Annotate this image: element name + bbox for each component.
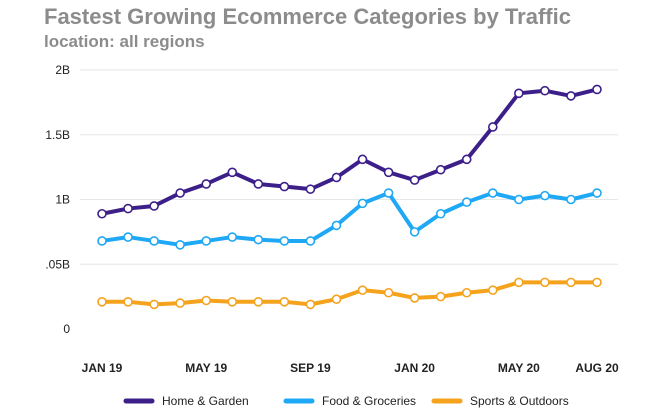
data-point (409, 293, 420, 303)
data-point (357, 198, 368, 209)
data-point (540, 190, 550, 201)
series-sports-outdoors (97, 277, 602, 310)
data-point (201, 179, 212, 189)
series-layer (97, 84, 602, 310)
legend-label: Sports & Outdoors (470, 394, 569, 408)
data-point (175, 188, 185, 198)
data-point (331, 172, 342, 183)
data-point (592, 277, 602, 288)
legend-label: Home & Garden (162, 394, 249, 408)
data-point (331, 220, 342, 231)
data-point (331, 294, 342, 305)
data-point (514, 88, 524, 99)
data-point (123, 297, 133, 307)
data-point (461, 197, 472, 207)
data-point (461, 154, 472, 165)
legend-item: Food & Groceries (283, 394, 416, 408)
data-point (149, 201, 159, 211)
legend-label: Food & Groceries (322, 394, 416, 408)
x-tick-label: JAN 19 (82, 361, 123, 375)
data-point (149, 299, 159, 310)
data-point (487, 188, 498, 198)
data-point (461, 287, 472, 298)
data-point (305, 236, 316, 246)
legend-item: Home & Garden (123, 394, 249, 408)
data-point (253, 179, 264, 189)
data-point (540, 85, 550, 96)
x-tick-label: JAN 20 (394, 361, 435, 375)
data-point (149, 236, 159, 246)
data-point (279, 297, 290, 307)
chart-subtitle: location: all regions (44, 32, 205, 51)
data-point (487, 285, 498, 295)
data-point (97, 236, 107, 246)
x-tick-label: MAY 19 (185, 361, 227, 375)
data-point (253, 234, 264, 245)
data-point (566, 194, 576, 205)
y-axis-ticks: 0 .05B 1B 1.5B 2B (45, 63, 70, 336)
data-point (357, 154, 368, 165)
data-point (227, 167, 238, 178)
series-food-groceries (97, 188, 602, 250)
data-point (435, 164, 446, 175)
data-point (227, 297, 238, 307)
data-point (97, 208, 107, 219)
y-tick-label: 1.5B (45, 128, 70, 142)
data-point (435, 208, 446, 219)
data-point (97, 297, 107, 307)
data-point (514, 277, 524, 288)
legend: Home & Garden Food & Groceries Sports & Ou… (123, 394, 569, 408)
data-point (279, 236, 290, 246)
data-point (357, 285, 368, 295)
data-point (409, 175, 420, 185)
data-point (383, 188, 394, 198)
data-point (487, 122, 498, 132)
data-point (175, 298, 185, 308)
data-point (305, 299, 316, 310)
y-tick-label: .05B (45, 257, 70, 271)
series-home-garden (97, 84, 602, 219)
data-point (566, 91, 576, 101)
data-point (383, 167, 394, 178)
data-point (227, 232, 238, 242)
x-tick-label: SEP 19 (290, 361, 331, 375)
x-tick-label: MAY 20 (498, 361, 540, 375)
data-point (305, 184, 316, 194)
y-tick-label: 2B (55, 63, 70, 77)
legend-item: Sports & Outdoors (431, 394, 569, 408)
data-point (514, 194, 524, 205)
y-tick-label: 0 (63, 322, 70, 336)
data-point (123, 203, 133, 214)
data-point (201, 295, 212, 306)
data-point (592, 188, 602, 198)
x-axis-ticks: JAN 19 MAY 19 SEP 19 JAN 20 MAY 20 AUG 20 (82, 361, 619, 375)
data-point (383, 287, 394, 298)
data-point (566, 277, 576, 288)
data-point (201, 236, 212, 246)
data-point (253, 297, 264, 307)
data-point (279, 181, 290, 192)
data-point (540, 277, 550, 288)
y-tick-label: 1B (55, 193, 70, 207)
data-point (435, 291, 446, 302)
data-point (409, 227, 420, 237)
data-point (175, 240, 185, 250)
x-tick-label: AUG 20 (575, 361, 619, 375)
data-point (123, 232, 133, 242)
data-point (592, 84, 602, 95)
chart-title: Fastest Growing Ecommerce Categories by … (44, 4, 571, 29)
